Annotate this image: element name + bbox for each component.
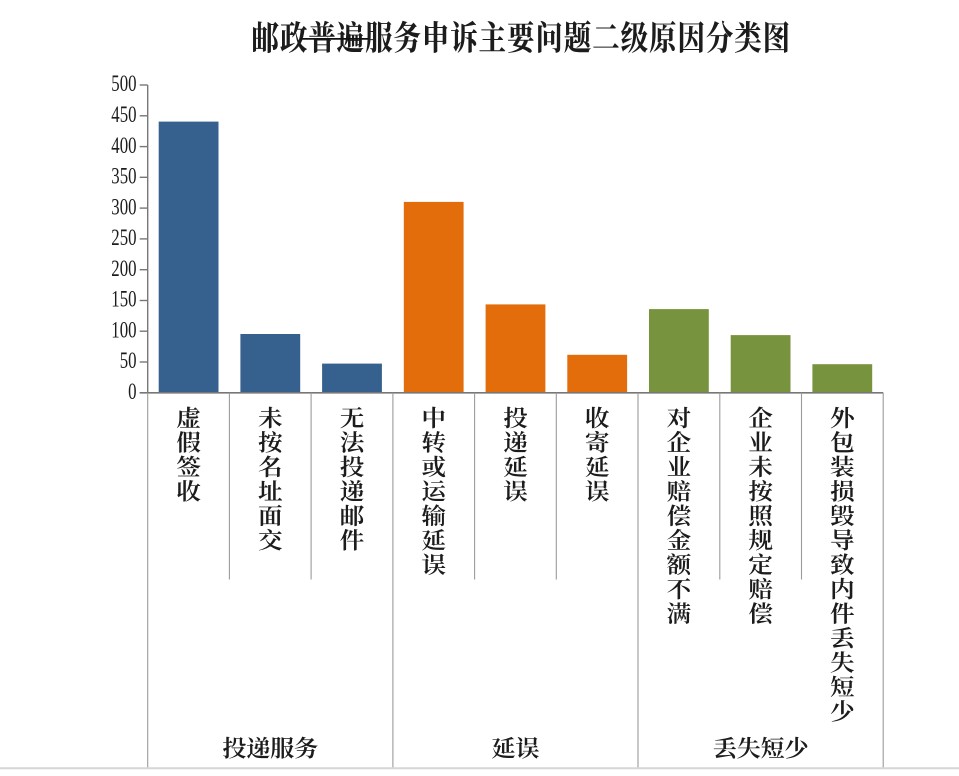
svg-text:100: 100 [111, 317, 136, 342]
svg-text:200: 200 [111, 256, 136, 281]
svg-text:250: 250 [111, 225, 136, 250]
svg-text:350: 350 [111, 164, 136, 189]
svg-text:300: 300 [111, 194, 136, 219]
svg-text:400: 400 [111, 133, 136, 158]
svg-text:150: 150 [111, 287, 136, 312]
svg-text:0: 0 [128, 379, 136, 404]
svg-text:50: 50 [120, 348, 137, 373]
svg-text:500: 500 [111, 71, 136, 96]
svg-text:450: 450 [111, 102, 136, 127]
